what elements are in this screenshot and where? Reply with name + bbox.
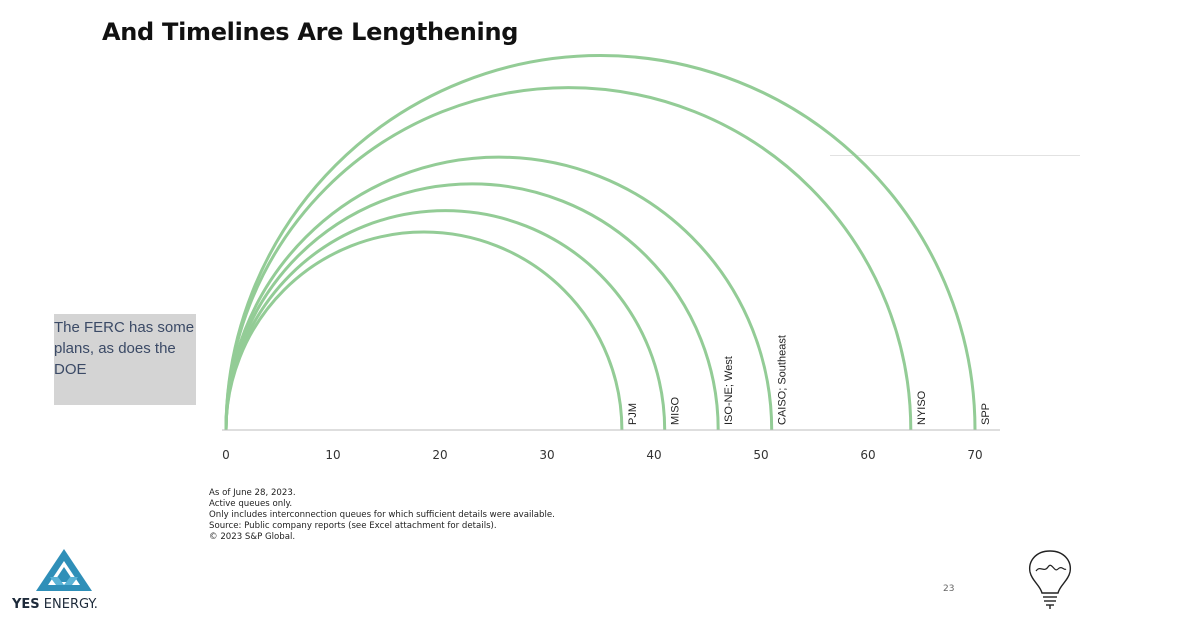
lightbulb-icon [1029,550,1071,609]
chart-footnotes: As of June 28, 2023. Active queues only.… [209,488,555,543]
x-tick-label: 50 [753,448,768,462]
footnote-line: Only includes interconnection queues for… [209,510,555,520]
logo-wordmark: YES ENERGY. [12,597,98,612]
arc-pjm [224,230,624,431]
arc-caiso-southeast [224,155,774,431]
category-label: SPP [980,403,992,425]
category-label: PJM [627,403,639,425]
triangle-logo-icon [36,549,92,591]
footnote-line: As of June 28, 2023. [209,488,296,498]
x-tick-label: 60 [860,448,875,462]
arc-spp [224,54,977,431]
x-tick-label: 10 [325,448,340,462]
footnote-line: Active queues only. [209,499,293,509]
arc-iso-ne-west [224,182,720,431]
x-tick-label: 30 [539,448,554,462]
logo-wordmark-rest: ENERGY. [39,597,98,612]
arc-nyiso [224,86,913,431]
footnote-line: © 2023 S&P Global. [209,532,296,542]
x-tick-label: 20 [432,448,447,462]
arc-miso [224,209,667,431]
note-box: The FERC has some plans, as does the DOE [54,314,196,405]
footnote-line: Source: Public company reports (see Exce… [209,521,497,531]
x-tick-label: 0 [222,448,230,462]
note-line: plans, as does the [54,340,176,357]
note-text: The FERC has some plans, as does the DOE [54,317,199,380]
category-label: MISO [670,396,682,425]
category-label: CAISO; Southeast [777,335,789,425]
category-label: NYISO [916,390,928,425]
divider-line [830,155,1080,156]
slide-title: And Timelines Are Lengthening [102,18,519,46]
logo-wordmark-bold: YES [12,597,40,612]
category-label: ISO-NE; West [723,356,735,425]
x-tick-label: 40 [646,448,661,462]
yes-energy-logo: YES ENERGY. [12,547,116,613]
page-number: 23 [943,584,955,594]
note-line: DOE [54,361,87,378]
x-tick-label: 70 [967,448,982,462]
note-line: The FERC has some [54,319,195,336]
